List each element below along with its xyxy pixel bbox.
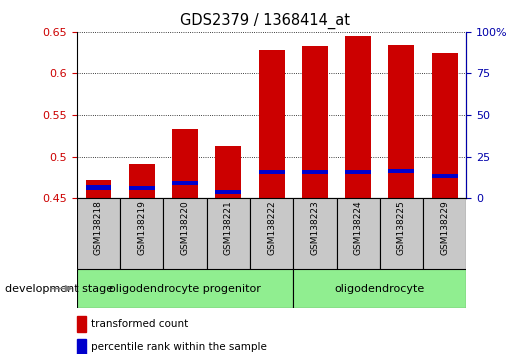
Bar [259,170,285,174]
Bar [129,164,155,198]
Text: GSM138219: GSM138219 [137,200,146,255]
Bar [388,169,414,173]
Text: GSM138223: GSM138223 [311,200,320,255]
Bar [77,339,86,354]
Bar [250,198,293,269]
Bar [207,198,250,269]
Bar [432,53,458,198]
Bar [129,186,155,190]
Text: GSM138218: GSM138218 [94,200,103,255]
Text: GSM138229: GSM138229 [440,200,449,255]
Bar [432,174,458,178]
Bar [345,36,371,198]
Bar [388,45,414,198]
Text: transformed count: transformed count [91,319,188,329]
Text: development stage: development stage [5,284,113,293]
Text: percentile rank within the sample: percentile rank within the sample [91,342,267,352]
Bar [120,198,163,269]
Bar [302,170,328,174]
Bar [215,189,241,194]
Bar [215,146,241,198]
Bar [77,269,293,308]
Text: GSM138222: GSM138222 [267,200,276,255]
Bar [259,50,285,198]
Text: GSM138221: GSM138221 [224,200,233,255]
Bar [380,198,423,269]
Bar [345,170,371,174]
Bar [293,198,337,269]
Text: GSM138224: GSM138224 [354,200,363,255]
Bar [172,181,198,185]
Bar [85,180,111,198]
Bar [77,198,120,269]
Text: oligodendrocyte: oligodendrocyte [335,284,425,293]
Text: oligodendrocyte progenitor: oligodendrocyte progenitor [109,284,261,293]
Bar [85,185,111,189]
Bar [302,46,328,198]
Bar [293,269,466,308]
Text: GDS2379 / 1368414_at: GDS2379 / 1368414_at [180,12,350,29]
Bar [423,198,466,269]
Bar [163,198,207,269]
Text: GSM138220: GSM138220 [181,200,190,255]
Text: GSM138225: GSM138225 [397,200,406,255]
Bar [337,198,380,269]
Bar [172,129,198,198]
Bar [77,316,86,332]
